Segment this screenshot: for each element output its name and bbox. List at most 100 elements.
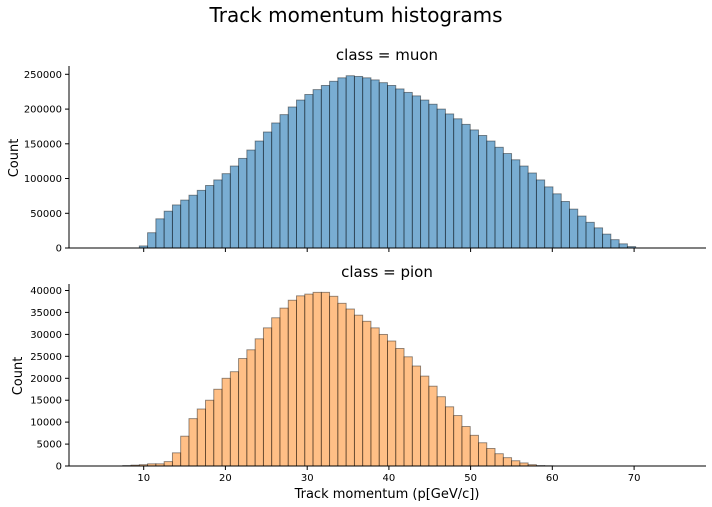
pion-x-tick-label: 60	[546, 473, 559, 484]
muon-bar	[395, 88, 405, 249]
pion-bar	[296, 295, 306, 467]
muon-bar	[486, 140, 496, 249]
pion-x-tick-label: 20	[219, 473, 232, 484]
muon-bar	[469, 129, 479, 249]
pion-bar	[436, 396, 446, 467]
muon-bar	[188, 194, 198, 249]
muon-bar	[155, 218, 165, 249]
pion-bar	[246, 349, 256, 467]
muon-panel-title: class = muon	[336, 46, 438, 64]
muon-bar	[411, 95, 422, 249]
pion-bar	[180, 435, 190, 467]
pion-bar	[395, 348, 405, 467]
muon-bar	[238, 157, 248, 249]
pion-bar	[188, 418, 198, 467]
figure-suptitle: Track momentum histograms	[208, 3, 502, 27]
muon-panel: class = muon Count 0 50000 100000 150000…	[7, 46, 706, 255]
x-axis-label: Track momentum (p[GeV/c])	[294, 487, 480, 502]
pion-bar	[453, 415, 463, 467]
pion-bar	[362, 320, 372, 467]
muon-bar	[353, 75, 364, 249]
pion-bar	[403, 356, 413, 467]
pion-bar	[205, 399, 215, 467]
pion-bar	[502, 457, 513, 467]
pion-bar	[511, 460, 521, 467]
pion-bar	[387, 340, 397, 467]
muon-bar	[196, 189, 206, 249]
pion-bar	[287, 299, 297, 467]
muon-bars	[138, 75, 637, 249]
muon-bar	[420, 99, 430, 249]
pion-bar	[378, 333, 388, 467]
muon-bar	[428, 103, 438, 249]
pion-bar	[411, 365, 422, 467]
muon-bar	[560, 201, 570, 249]
pion-bars	[122, 291, 554, 467]
muon-bar	[304, 94, 314, 249]
pion-y-tick-label: 35000	[30, 308, 62, 319]
pion-bar	[196, 408, 206, 467]
pion-x-tick-label: 30	[301, 473, 314, 484]
muon-bar	[205, 185, 215, 249]
pion-bar	[213, 388, 223, 467]
muon-bar	[337, 77, 347, 249]
muon-bar	[461, 123, 471, 249]
muon-bar	[312, 89, 322, 249]
pion-bar	[271, 317, 281, 467]
muon-bar	[403, 91, 413, 249]
muon-bar	[610, 239, 620, 249]
pion-y-tick-label: 40000	[30, 286, 62, 297]
pion-y-tick-label: 0	[56, 462, 62, 473]
pion-y-ticks: 0 5000 10000 15000 20000 25000 30000 350…	[30, 286, 69, 473]
pion-bar	[486, 448, 496, 467]
muon-bar	[436, 108, 446, 249]
pion-y-tick-label: 15000	[30, 396, 62, 407]
pion-bar	[262, 327, 273, 467]
pion-bar	[221, 377, 231, 467]
pion-x-tick-label: 70	[628, 473, 641, 484]
muon-bar	[478, 135, 488, 249]
muon-bar	[362, 77, 372, 249]
muon-y-tick-label: 100000	[24, 174, 62, 185]
muon-y-ticks: 0 50000 100000 150000 200000 250000	[24, 70, 69, 255]
muon-bar	[544, 186, 554, 249]
muon-bar	[444, 113, 455, 249]
pion-x-tick-label: 50	[464, 473, 477, 484]
muon-bar	[502, 153, 513, 249]
muon-bar	[287, 106, 297, 249]
muon-bar	[593, 227, 604, 249]
pion-bar	[444, 406, 455, 467]
pion-bar	[337, 302, 347, 467]
pion-y-tick-label: 20000	[30, 374, 62, 385]
pion-y-tick-label: 25000	[30, 352, 62, 363]
muon-bar	[246, 149, 256, 249]
muon-y-tick-label: 200000	[24, 105, 62, 116]
pion-panel-title: class = pion	[341, 263, 433, 281]
muon-bar	[171, 204, 182, 249]
muon-bar	[585, 221, 595, 249]
muon-bar	[221, 173, 231, 249]
muon-bar	[229, 165, 240, 249]
muon-x-ticks	[143, 248, 635, 252]
pion-bar	[420, 375, 430, 467]
pion-y-tick-label: 30000	[30, 330, 62, 341]
muon-bar	[279, 114, 289, 249]
muon-bar	[577, 215, 587, 249]
muon-bar	[163, 210, 173, 249]
muon-bar	[387, 84, 397, 249]
muon-bar	[271, 122, 281, 249]
pion-y-axis-label: Count	[11, 357, 26, 396]
pion-bar	[254, 338, 264, 467]
muon-bar	[296, 99, 306, 249]
muon-y-tick-label: 150000	[24, 139, 62, 150]
muon-bar	[370, 79, 380, 249]
muon-bar	[180, 199, 190, 249]
muon-bar	[618, 243, 628, 249]
pion-x-tick-label: 10	[137, 473, 150, 484]
pion-bar	[428, 385, 438, 467]
pion-bar	[304, 293, 314, 467]
pion-bar	[469, 434, 479, 467]
pion-panel: class = pion Count 0 5000 10000 15000 20…	[11, 263, 706, 502]
muon-bar	[213, 179, 223, 249]
